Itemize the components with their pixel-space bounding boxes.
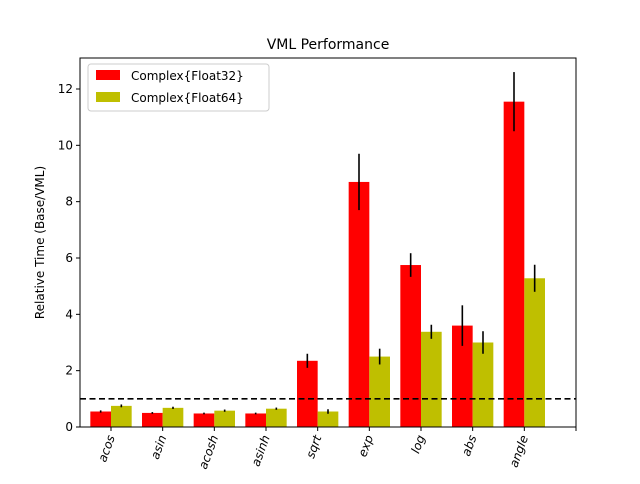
bar-series-2-sqrt (317, 411, 339, 427)
x-tick-label-log: log (408, 433, 428, 455)
bar-series-1-log (400, 265, 421, 427)
x-tick-label-acos: acos (95, 433, 118, 464)
bar-series-2-exp (369, 356, 390, 427)
bar-series-1-asinh (245, 413, 266, 427)
error-bars-layer (99, 72, 536, 415)
legend-label-series-2: Complex{Float64} (131, 91, 244, 105)
bar-series-1-acosh (193, 413, 215, 427)
legend-label-series-1: Complex{Float32} (131, 69, 244, 83)
x-tick-label-abs: abs (459, 433, 479, 458)
legend-swatch-series-2 (96, 92, 120, 102)
x-tick-label-exp: exp (355, 433, 376, 459)
y-tick-label-12: 12 (58, 82, 73, 96)
x-tick-label-angle: angle (507, 433, 532, 469)
bar-series-1-abs (452, 325, 473, 427)
legend-swatch-series-1 (96, 70, 120, 80)
y-tick-label-6: 6 (65, 251, 73, 265)
bar-series-2-acosh (214, 410, 235, 427)
y-tick-label-10: 10 (58, 138, 73, 152)
x-tick-label-asin: asin (148, 433, 170, 461)
bar-series-1-asin (142, 412, 163, 427)
y-tick-label-2: 2 (65, 364, 73, 378)
plot-frame (79, 57, 577, 428)
y-axis: 0 2 4 6 8 10 12 (58, 82, 80, 434)
bar-series-2-abs (472, 342, 494, 427)
bar-series-2-asin (162, 407, 184, 427)
y-tick-label-0: 0 (65, 420, 73, 434)
x-axis: acos asin acosh asinh sqrt exp log abs angle (95, 427, 577, 471)
x-tick-label-acosh: acosh (196, 433, 221, 471)
x-tick-label-asinh: asinh (249, 433, 273, 468)
bar-series-1-sqrt (297, 360, 318, 427)
bar-series-1-angle (503, 101, 525, 427)
chart-title: VML Performance (267, 37, 390, 53)
bar-series-2-acos (111, 405, 132, 427)
y-tick-label-4: 4 (65, 307, 73, 321)
bar-series-2-angle (524, 278, 545, 427)
bar-series-1-acos (90, 411, 111, 427)
y-tick-label-8: 8 (65, 195, 73, 209)
legend: Complex{Float32} Complex{Float64} (87, 63, 270, 112)
bar-series-2-asinh (266, 408, 287, 427)
bar-series-2-log (421, 331, 442, 427)
bars-layer (90, 101, 545, 427)
y-axis-label: Relative Time (Base/VML) (33, 166, 47, 319)
legend-frame (87, 63, 270, 112)
bar-series-1-exp (348, 181, 370, 427)
x-tick-label-sqrt: sqrt (303, 432, 325, 460)
